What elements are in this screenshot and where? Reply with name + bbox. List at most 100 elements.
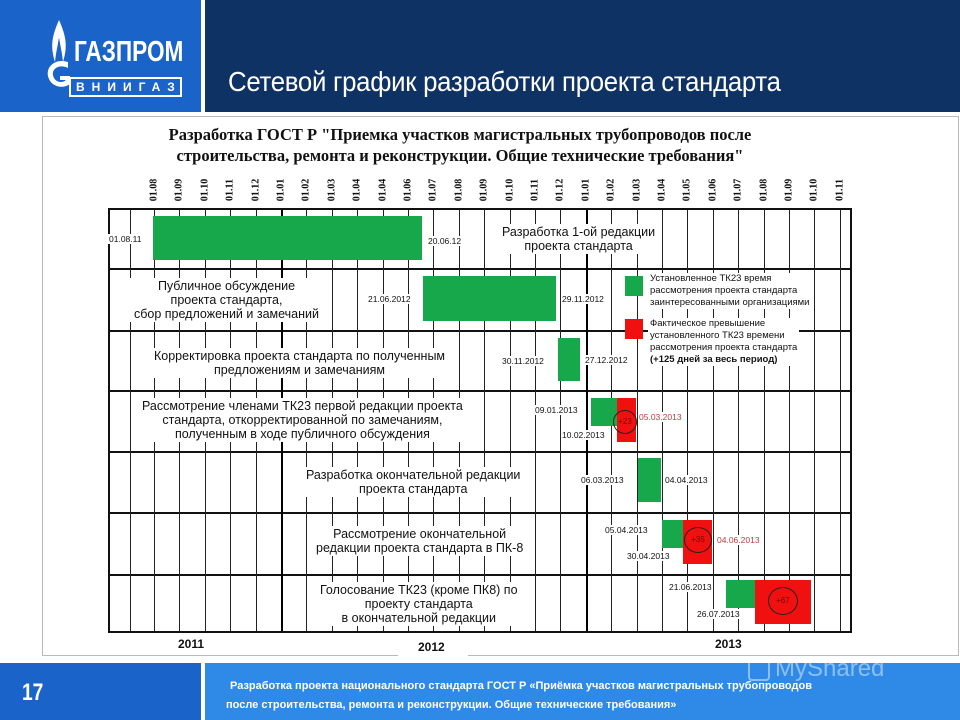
month-tick-label: 01.11 — [834, 174, 846, 206]
date-label: 30.04.2013 — [626, 551, 671, 561]
month-tick-text: 01.11 — [529, 179, 541, 201]
task-label-line: проекта стандарта — [359, 482, 468, 496]
month-tick-text: 01.10 — [199, 178, 211, 202]
month-tick-label: 01.08 — [453, 174, 465, 206]
task-label-line: в окончательной редакции — [341, 611, 496, 625]
legend-line: Установленное ТК23 время — [650, 273, 772, 284]
task-label-line: проекту стандарта — [364, 597, 473, 611]
watermark: MyShared — [775, 655, 885, 682]
month-gridline — [636, 210, 638, 631]
date-label: 10.02.2013 — [561, 430, 606, 440]
task-bar-7-planned — [726, 580, 755, 608]
task-bar-3 — [558, 338, 580, 381]
month-tick-text: 01.11 — [224, 179, 236, 201]
overrun-badge-1: +23 — [613, 410, 637, 434]
task-label-line: полученным в ходе публичного обсуждения — [174, 427, 430, 441]
date-label-overrun: 05.03.2013 — [638, 412, 683, 422]
chart-title-line2: строительства, ремонта и реконструкции. … — [176, 146, 744, 165]
month-tick-label: 01.08 — [758, 174, 770, 206]
month-tick-label: 01.12 — [250, 174, 262, 206]
task-label-line: проекта стандарта — [524, 239, 633, 253]
date-label: 06.03.2013 — [580, 475, 625, 485]
month-tick-label: 01.08 — [148, 174, 160, 206]
legend-overrun: Фактическое превышение установленного ТК… — [648, 318, 800, 366]
task-label-line: сбор предложений и замечаний — [134, 307, 319, 321]
date-label: 04.04.2013 — [664, 475, 709, 485]
month-gridline — [130, 210, 131, 631]
row-divider — [110, 390, 850, 392]
row-divider — [110, 574, 850, 576]
row-divider — [110, 512, 850, 514]
task-bar-6-planned — [662, 520, 684, 548]
month-tick-text: 01.12 — [250, 178, 262, 202]
month-tick-text: 01.02 — [300, 178, 312, 202]
month-gridline — [484, 210, 486, 631]
month-tick-label: 01.11 — [529, 174, 541, 206]
task-label-line: Разработка 1-ой редакции — [502, 225, 656, 239]
month-tick-label: 01.03 — [631, 174, 643, 206]
task-label-line: Корректировка проекта стандарта по получ… — [154, 349, 446, 363]
row-divider — [110, 268, 850, 270]
task-label-line: Разработка окончательной редакции — [306, 468, 521, 482]
chart-frame — [42, 116, 959, 656]
month-gridline — [839, 210, 841, 631]
date-label-overrun: 04.06.2013 — [716, 535, 761, 545]
month-tick-text: 01.01 — [580, 178, 592, 202]
task-label-4: Рассмотрение членами ТК23 первой редакци… — [138, 398, 467, 442]
month-tick-text: 01.03 — [631, 178, 643, 202]
header-title-panel — [205, 0, 960, 112]
month-tick-text: 01.11 — [834, 179, 846, 201]
task-label-1: Разработка 1-ой редакции проекта стандар… — [498, 224, 660, 254]
month-gridline — [814, 210, 816, 631]
slide-number: 17 — [22, 679, 44, 706]
month-tick-label: 01.09 — [478, 174, 490, 206]
month-tick-text: 01.08 — [148, 178, 160, 202]
task-label-line: стандарта, откорректированной по замечан… — [162, 413, 443, 427]
month-tick-label: 01.07 — [427, 174, 439, 206]
month-tick-label: 01.04 — [351, 174, 363, 206]
footer-text-panel — [205, 663, 960, 720]
month-tick-text: 01.06 — [402, 178, 414, 202]
date-label: 21.06.2012 — [367, 294, 412, 304]
month-tick-text: 01.09 — [478, 178, 490, 202]
month-tick-label: 01.12 — [554, 174, 566, 206]
header-separator — [201, 0, 205, 112]
task-label-3: Корректировка проекта стандарта по получ… — [150, 348, 450, 378]
month-tick-label: 01.04 — [377, 174, 389, 206]
month-tick-label: 01.06 — [707, 174, 719, 206]
month-tick-label: 01.07 — [732, 174, 744, 206]
task-label-2: Публичное обсуждение проекта стандарта, … — [130, 278, 323, 322]
watermark-icon — [748, 659, 770, 681]
legend-line: рассмотрения проекта стандарта — [650, 285, 798, 296]
logo-main-text: ГАЗПРОМ — [74, 36, 184, 68]
task-bar-2 — [423, 276, 556, 321]
year-label-bg — [398, 634, 468, 658]
footer-number-panel — [0, 663, 201, 720]
month-tick-text: 01.07 — [427, 178, 439, 202]
legend-swatch-planned — [625, 276, 643, 296]
month-gridline — [585, 210, 588, 631]
month-tick-text: 01.02 — [605, 178, 617, 202]
overrun-badge-2: +35 — [684, 527, 712, 553]
month-tick-text: 01.01 — [275, 178, 287, 202]
month-tick-text: 01.12 — [554, 178, 566, 202]
footer-caption-line2: после строительства, ремонта и реконстру… — [226, 699, 677, 711]
month-tick-label: 01.04 — [656, 174, 668, 206]
month-tick-text: 01.07 — [732, 178, 744, 202]
month-tick-label: 01.01 — [580, 174, 592, 206]
month-tick-label: 01.02 — [605, 174, 617, 206]
date-label: 26.07.2013 — [696, 609, 741, 619]
row-divider — [110, 451, 850, 453]
month-tick-text: 01.05 — [681, 178, 693, 202]
task-label-line: Голосование ТК23 (кроме ПК8) по — [320, 583, 518, 597]
month-tick-text: 01.09 — [783, 178, 795, 202]
task-label-line: редакции проекта стандарта в ПК-8 — [316, 541, 524, 555]
page-title: Сетевой график разработки проекта станда… — [228, 66, 781, 97]
date-label: 21.06.2013 — [668, 582, 713, 592]
logo-panel: ГАЗПРОМ ВНИИГАЗ — [0, 0, 201, 112]
year-label-2012: 2012 — [418, 640, 445, 654]
month-gridline — [509, 210, 511, 631]
date-label: 09.01.2013 — [534, 405, 579, 415]
month-tick-label: 01.06 — [402, 174, 414, 206]
month-gridline — [535, 210, 536, 631]
